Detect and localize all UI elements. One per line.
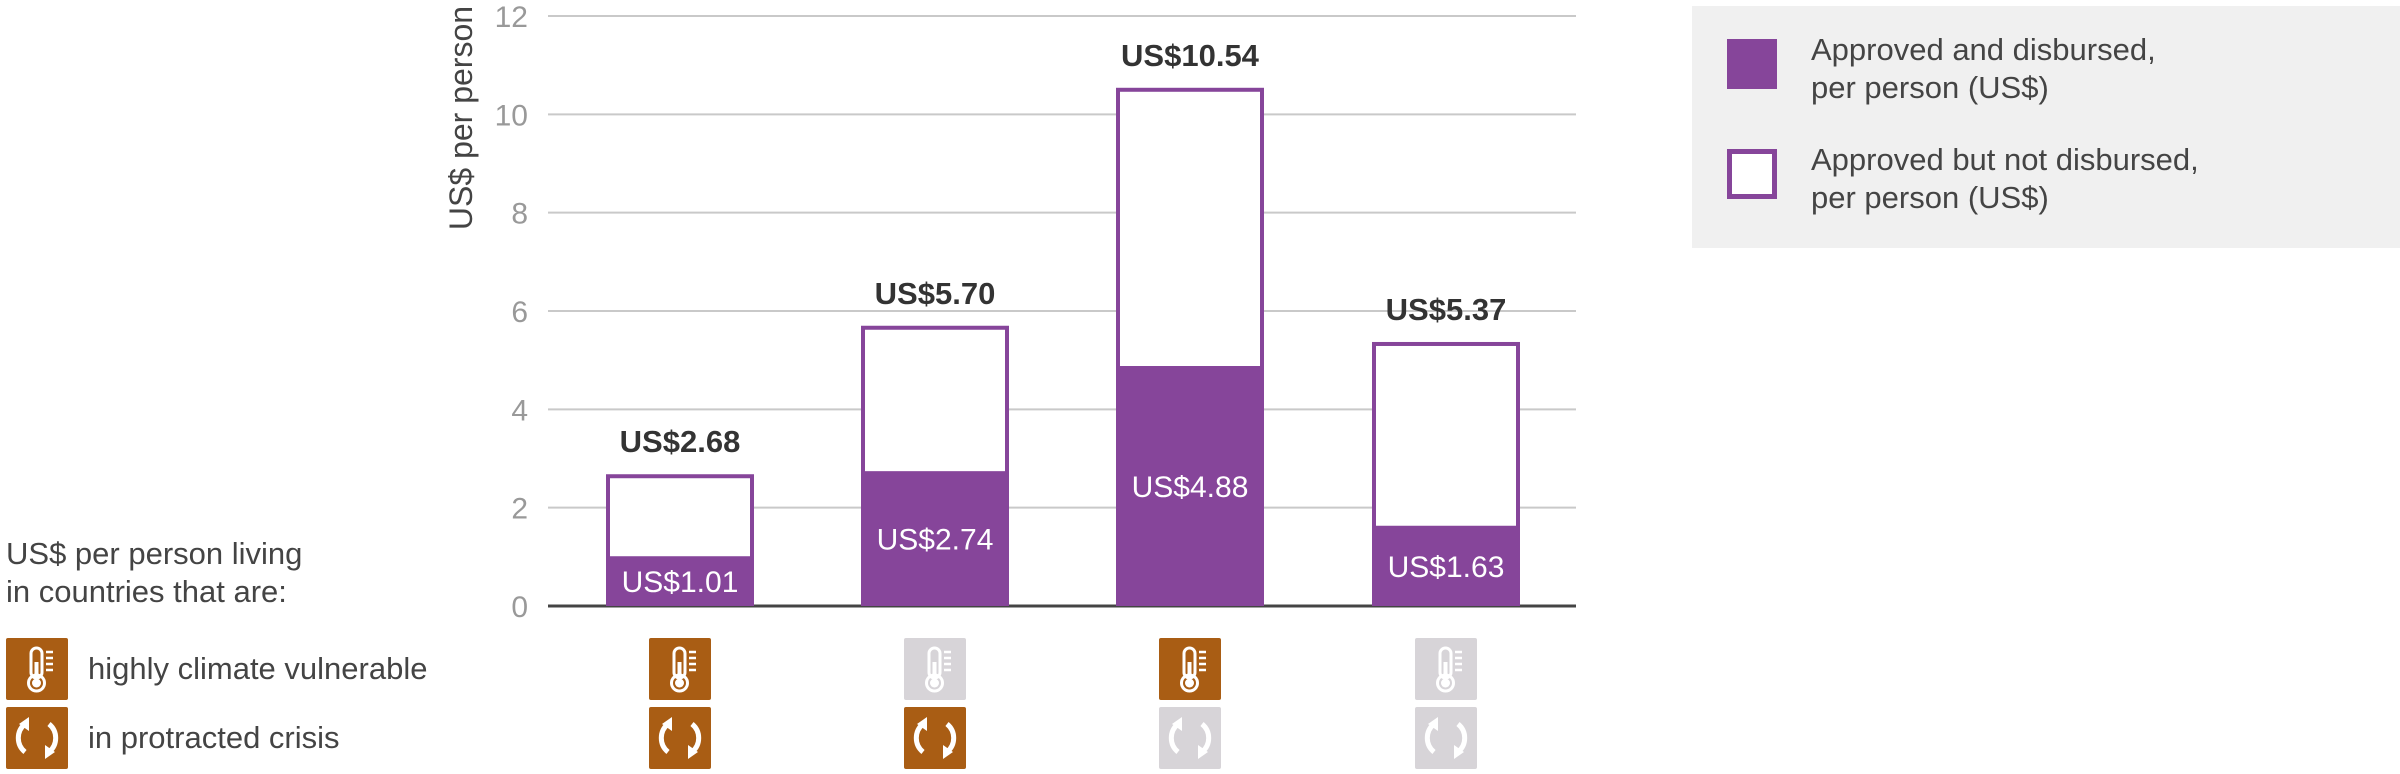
legend-label-not-disbursed: Approved but not disbursed, per person (… bbox=[1811, 142, 2199, 215]
key-row-climate: highly climate vulnerable bbox=[6, 638, 427, 700]
cycle-arrows-icon bbox=[1159, 707, 1221, 769]
legend-swatch-outline bbox=[1727, 149, 1777, 199]
y-tick-label: 12 bbox=[495, 1, 528, 34]
bar-labels: US$2.68 US$1.01 US$5.70 US$2.74 US$10.54 US$4… bbox=[620, 38, 1507, 599]
bar-not-disbursed bbox=[861, 325, 1009, 476]
key-label-crisis: in protracted crisis bbox=[88, 720, 340, 755]
thermometer-icon bbox=[904, 638, 966, 700]
cycle-arrows-icon bbox=[904, 707, 966, 769]
bar-not-disbursed bbox=[606, 474, 754, 561]
bar-total-label: US$2.68 bbox=[620, 424, 741, 459]
bar-total-label: US$10.54 bbox=[1121, 38, 1260, 73]
thermometer-icon bbox=[1415, 638, 1477, 700]
y-tick-label: 8 bbox=[511, 198, 528, 231]
cycle-arrows-icon bbox=[1415, 707, 1477, 769]
bar-disbursed-label: US$1.01 bbox=[622, 566, 739, 599]
bar-disbursed-label: US$4.88 bbox=[1132, 471, 1249, 504]
bar-disbursed bbox=[606, 556, 754, 606]
cycle-arrows-icon bbox=[649, 707, 711, 769]
bars bbox=[606, 87, 1520, 606]
key-label-climate: highly climate vulnerable bbox=[88, 651, 428, 686]
thermometer-icon bbox=[6, 638, 68, 700]
legend-item-disbursed: Approved and disbursed, per person (US$) bbox=[1727, 31, 2156, 107]
bar-disbursed-label: US$1.63 bbox=[1388, 551, 1505, 584]
cycle-arrows-icon bbox=[6, 707, 68, 769]
bar-disbursed-label: US$2.74 bbox=[877, 524, 994, 557]
key-row-crisis: in protracted crisis bbox=[6, 707, 340, 769]
y-tick-label: 6 bbox=[511, 296, 528, 329]
y-axis-label: US$ per person bbox=[443, 6, 479, 230]
y-tick-label: 0 bbox=[511, 591, 528, 624]
y-tick-label: 4 bbox=[511, 394, 528, 427]
bar-disbursed bbox=[1372, 525, 1520, 606]
thermometer-icon bbox=[649, 638, 711, 700]
key-title: US$ per person living in countries that … bbox=[6, 536, 303, 609]
bar-total-label: US$5.37 bbox=[1386, 292, 1507, 327]
legend-label-disbursed: Approved and disbursed, per person (US$) bbox=[1811, 32, 2156, 105]
bar-not-disbursed bbox=[1116, 87, 1264, 371]
y-tick-label: 10 bbox=[495, 99, 528, 132]
legend-swatch-filled bbox=[1727, 39, 1777, 89]
bar-disbursed bbox=[861, 471, 1009, 606]
bar-total-label: US$5.70 bbox=[875, 276, 996, 311]
legend-item-not-disbursed: Approved but not disbursed, per person (… bbox=[1727, 141, 2199, 217]
bar-disbursed bbox=[1116, 366, 1264, 606]
bar-not-disbursed bbox=[1372, 341, 1520, 530]
category-icons bbox=[649, 638, 1477, 769]
y-tick-label: 2 bbox=[511, 493, 528, 526]
thermometer-icon bbox=[1159, 638, 1221, 700]
legend: Approved and disbursed, per person (US$)… bbox=[1692, 6, 2400, 248]
